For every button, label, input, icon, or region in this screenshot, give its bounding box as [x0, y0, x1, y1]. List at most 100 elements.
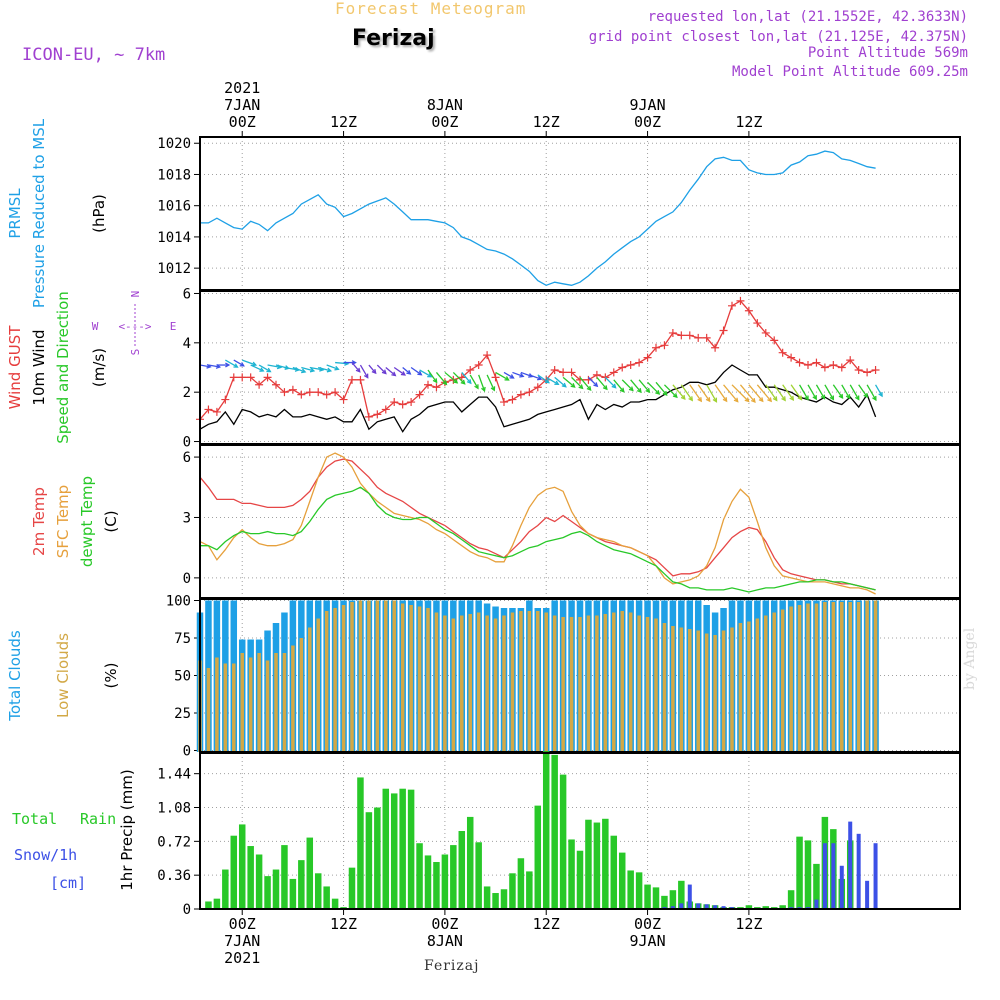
wind-arrow	[587, 376, 598, 387]
clouds-ytick-label: 75	[174, 631, 191, 647]
requested-coordinates: requested lon,lat (21.1552E, 42.3633N)	[647, 9, 968, 25]
low-clouds-bar	[206, 668, 211, 752]
wind-gust-marker	[804, 361, 812, 370]
wind-arrow-head	[697, 397, 703, 403]
wind-arrow	[739, 384, 756, 403]
wind-arrow-head	[845, 394, 851, 400]
low-clouds-bar	[274, 653, 278, 752]
low-clouds-bar	[865, 600, 869, 752]
low-clouds-bar	[299, 638, 304, 752]
temperature-axis-label: (C)	[102, 510, 120, 532]
low-clouds-bar	[350, 602, 354, 752]
wind-arrow	[697, 384, 711, 402]
total-rain-bar	[635, 872, 643, 909]
wind-gust-marker	[508, 395, 517, 404]
snow-1h-bar	[721, 906, 726, 909]
compass-north: N	[129, 291, 142, 298]
wind-gust-marker	[711, 343, 720, 352]
total-rain-bar	[796, 836, 803, 909]
low-clouds-bar	[485, 615, 489, 752]
low-clouds-bar	[780, 609, 785, 752]
total-rain-bar	[407, 789, 415, 909]
total-rain-bar	[390, 793, 398, 909]
wind-arrow	[435, 372, 447, 385]
low-clouds-bar	[747, 621, 751, 752]
total-rain-bar	[534, 805, 542, 909]
total-rain-bar	[804, 840, 812, 909]
total-rain-bar	[247, 846, 254, 909]
wind-arrow-head	[371, 369, 377, 375]
bottom-time-label: 00Z	[634, 915, 661, 933]
low-clouds-bar	[265, 660, 270, 752]
wind-arrow	[731, 384, 750, 402]
top-time-label: 12Z	[735, 113, 762, 131]
wind-arrow	[647, 381, 660, 395]
low-clouds-bar	[527, 611, 532, 752]
dewpt-temp-line	[200, 486, 876, 593]
wind-arrow	[495, 371, 509, 381]
wind-arrow	[579, 376, 592, 391]
compass-south: S	[129, 349, 142, 356]
wind-arrow	[503, 371, 514, 379]
wind-ytick-label: 2	[183, 385, 191, 401]
low-clouds-bar	[662, 623, 667, 752]
wind-arrow-head	[688, 396, 694, 402]
wind-gust-marker	[491, 373, 500, 382]
wind-arrow	[798, 384, 809, 400]
wind-arrow	[512, 371, 524, 377]
wind-arrow	[359, 364, 369, 378]
wind-arrow-head	[602, 385, 608, 391]
low-clouds-bar	[620, 611, 624, 752]
wind-arrow-head	[722, 397, 728, 403]
wind-gust-marker	[483, 351, 492, 360]
wind-arrow	[723, 384, 739, 403]
wind-arrow-head	[672, 393, 678, 399]
wind-gust-marker	[229, 373, 238, 382]
wind-arrow-head	[750, 397, 756, 404]
temperature-axis-label: dewpt Temp	[78, 476, 96, 567]
total-rain-bar	[669, 890, 677, 909]
wind-gust-marker	[753, 319, 762, 328]
wind-arrow	[393, 366, 406, 376]
total-rain-bar	[416, 843, 423, 909]
low-clouds-bar	[730, 627, 734, 752]
total-rain-bar	[424, 855, 432, 909]
pressure-ytick-label: 1016	[157, 199, 191, 215]
top-time-label: 00Z	[229, 113, 256, 131]
low-clouds-bar	[451, 618, 456, 752]
low-clouds-bar	[240, 653, 244, 752]
pressure-ytick-label: 1018	[157, 167, 191, 183]
low-clouds-bar	[282, 653, 287, 752]
wind-panel-frame	[199, 290, 961, 445]
total-rain-bar	[517, 858, 525, 909]
wind-gust-marker	[500, 398, 508, 407]
low-clouds-bar	[645, 617, 650, 752]
wind-arrow	[326, 364, 339, 370]
wind-arrow-head	[554, 380, 560, 386]
total-rain-bar	[661, 895, 668, 909]
bottom-time-label: 2021	[224, 949, 260, 967]
pressure-ytick-label: 1012	[157, 261, 191, 277]
low-clouds-bar	[476, 612, 481, 752]
wind-gust-marker	[407, 398, 416, 407]
wind-arrow	[452, 371, 466, 385]
precip-ytick-label: 0.36	[157, 868, 191, 884]
top-time-label: 8JAN	[427, 96, 463, 114]
wind-arrow-head	[619, 387, 625, 393]
wind-gust-marker	[770, 336, 779, 345]
wind-arrow-head	[233, 363, 239, 368]
wind-arrow	[469, 374, 479, 389]
wind-gust-marker	[609, 368, 618, 377]
clouds-axis-label: Total Clouds	[6, 630, 24, 722]
wind-arrow	[376, 364, 387, 374]
wind-arrow-head	[417, 370, 423, 376]
low-clouds-bar	[308, 627, 312, 752]
wind-arrow	[866, 384, 877, 401]
pressure-axis-label: (hPa)	[90, 194, 108, 233]
low-clouds-bar	[223, 663, 228, 752]
wind-arrow	[706, 384, 717, 402]
low-clouds-bar	[536, 611, 540, 752]
precip-legend-rain: Rain	[80, 810, 116, 828]
precip-ytick-label: 1.44	[157, 767, 191, 783]
wind-arrow	[301, 366, 315, 372]
